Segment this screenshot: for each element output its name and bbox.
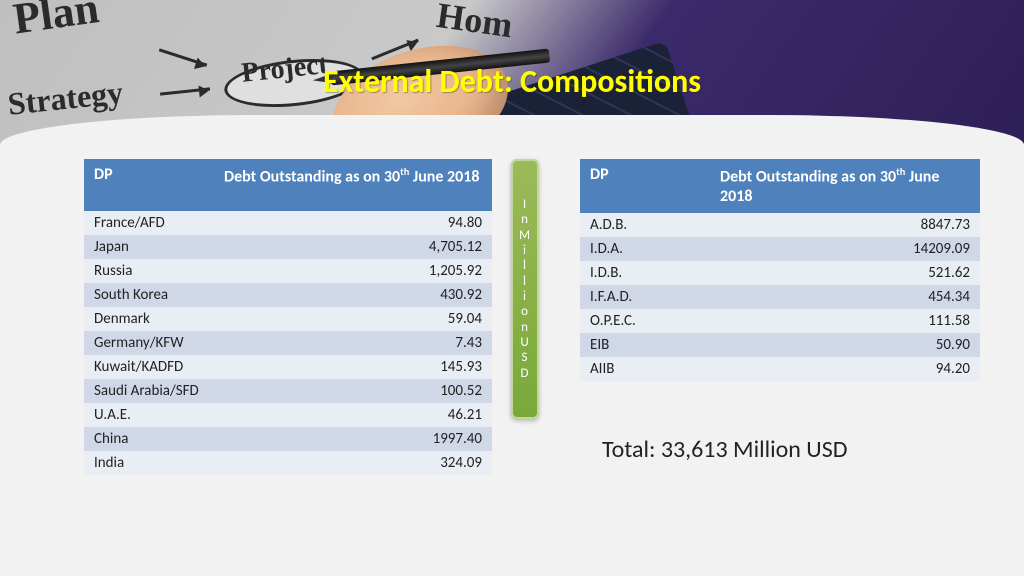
table-row: France/AFD94.80 — [84, 211, 492, 235]
table-row: India324.09 — [84, 451, 492, 475]
table-row: Saudi Arabia/SFD100.52 — [84, 379, 492, 403]
cell-value: 454.34 — [710, 285, 980, 309]
table-row: I.F.A.D.454.34 — [580, 285, 980, 309]
cell-dp: France/AFD — [84, 211, 214, 235]
cell-dp: Kuwait/KADFD — [84, 355, 214, 379]
cell-dp: Germany/KFW — [84, 331, 214, 355]
table-row: China1997.40 — [84, 427, 492, 451]
cell-dp: Russia — [84, 259, 214, 283]
banner-word: Plan — [10, 0, 102, 45]
cell-value: 7.43 — [214, 331, 492, 355]
banner-curve — [0, 115, 1024, 145]
th-debt: Debt Outstanding as on 30th June 2018 — [710, 159, 980, 213]
table-row: AIIB94.20 — [580, 357, 980, 381]
table-row: A.D.B.8847.73 — [580, 213, 980, 237]
table-row: O.P.E.C.111.58 — [580, 309, 980, 333]
cell-dp: Denmark — [84, 307, 214, 331]
cell-value: 100.52 — [214, 379, 492, 403]
cell-value: 324.09 — [214, 451, 492, 475]
cell-dp: I.D.A. — [580, 237, 710, 261]
cell-dp: U.A.E. — [84, 403, 214, 427]
cell-value: 111.58 — [710, 309, 980, 333]
table-row: I.D.B.521.62 — [580, 261, 980, 285]
total-label: Total: 33,613 Million USD — [602, 435, 847, 464]
banner-header: Plan Strategy Project Hom External Debt:… — [0, 0, 1024, 145]
table-row: Japan4,705.12 — [84, 235, 492, 259]
pill-label: I n M i l l i o n U S D — [519, 197, 531, 381]
banner-word: Hom — [434, 0, 515, 46]
cell-value: 1997.40 — [214, 427, 492, 451]
th-debt: Debt Outstanding as on 30th June 2018 — [214, 159, 492, 211]
cell-value: 145.93 — [214, 355, 492, 379]
tbody-right: A.D.B.8847.73I.D.A.14209.09I.D.B.521.62I… — [580, 213, 980, 381]
cell-value: 430.92 — [214, 283, 492, 307]
table-row: Russia1,205.92 — [84, 259, 492, 283]
table-row: I.D.A.14209.09 — [580, 237, 980, 261]
cell-value: 8847.73 — [710, 213, 980, 237]
in-million-usd-pill: I n M i l l i o n U S D — [511, 159, 539, 419]
th-dp: DP — [84, 159, 214, 211]
cell-value: 14209.09 — [710, 237, 980, 261]
cell-dp: A.D.B. — [580, 213, 710, 237]
tbody-left: France/AFD94.80Japan4,705.12Russia1,205.… — [84, 211, 492, 475]
cell-dp: Saudi Arabia/SFD — [84, 379, 214, 403]
cell-value: 521.62 — [710, 261, 980, 285]
table-row: Kuwait/KADFD145.93 — [84, 355, 492, 379]
table-multilateral: DP Debt Outstanding as on 30th June 2018… — [580, 159, 980, 381]
cell-value: 50.90 — [710, 333, 980, 357]
cell-value: 46.21 — [214, 403, 492, 427]
table-row: EIB50.90 — [580, 333, 980, 357]
cell-value: 1,205.92 — [214, 259, 492, 283]
table-row: Germany/KFW7.43 — [84, 331, 492, 355]
cell-value: 4,705.12 — [214, 235, 492, 259]
cell-value: 94.80 — [214, 211, 492, 235]
cell-value: 94.20 — [710, 357, 980, 381]
cell-dp: South Korea — [84, 283, 214, 307]
cell-dp: I.F.A.D. — [580, 285, 710, 309]
table-row: Denmark59.04 — [84, 307, 492, 331]
table-row: South Korea430.92 — [84, 283, 492, 307]
table-bilateral: DP Debt Outstanding as on 30th June 2018… — [84, 159, 492, 475]
cell-dp: I.D.B. — [580, 261, 710, 285]
slide-title: External Debt: Compositions — [0, 62, 1024, 101]
cell-value: 59.04 — [214, 307, 492, 331]
content-area: DP Debt Outstanding as on 30th June 2018… — [0, 145, 1024, 576]
cell-dp: AIIB — [580, 357, 710, 381]
cell-dp: Japan — [84, 235, 214, 259]
table-row: U.A.E.46.21 — [84, 403, 492, 427]
cell-dp: EIB — [580, 333, 710, 357]
th-dp: DP — [580, 159, 710, 213]
cell-dp: China — [84, 427, 214, 451]
cell-dp: O.P.E.C. — [580, 309, 710, 333]
cell-dp: India — [84, 451, 214, 475]
